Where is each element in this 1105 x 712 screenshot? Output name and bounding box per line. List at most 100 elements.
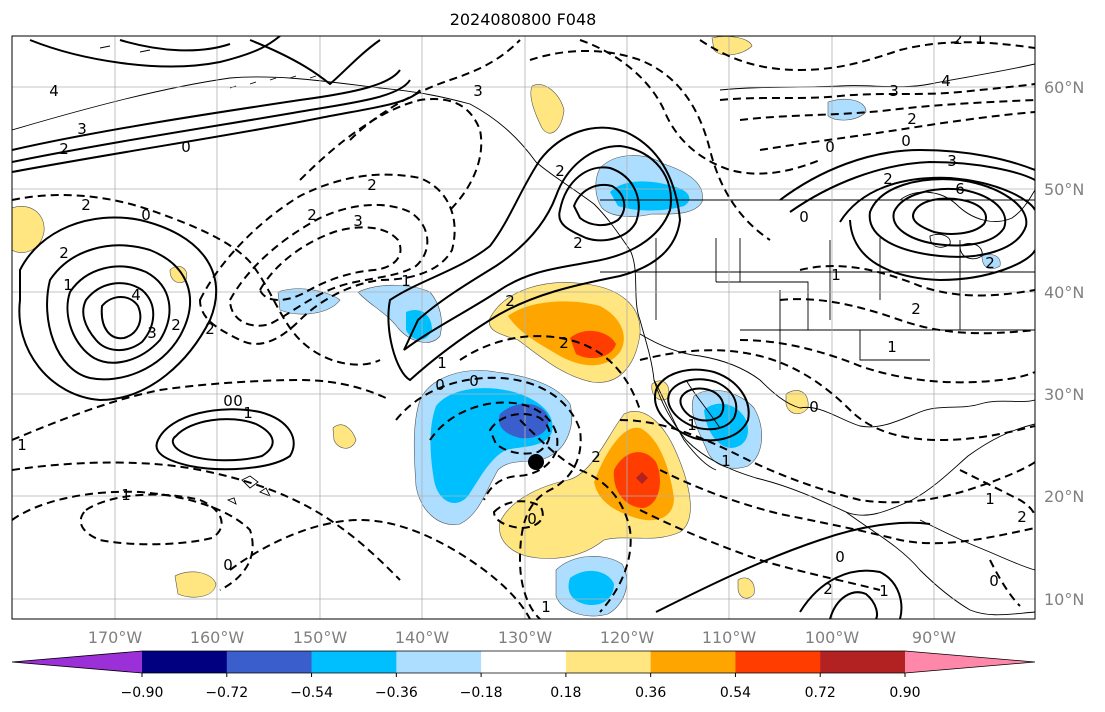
positive-anomaly-strong [613,452,660,508]
contour-line [719,83,1035,101]
contour-line [659,469,1035,545]
contour-line [739,99,1035,121]
map-area: 4 3 2 0 2 2 1 4 3 2 0 0 1 1 0 2 3 2 1 0 … [12,36,1035,619]
negative-anomaly-strong [498,403,549,439]
negative-contours [12,39,1035,619]
colorbar-extend-max [905,651,1035,673]
colorbar-tick-label: −0.90 [121,685,164,701]
positive-anomaly-light [174,571,217,598]
positive-anomaly-light [332,424,357,449]
contour-label-layer: 4 3 2 0 2 2 1 4 3 2 0 0 1 1 0 2 3 2 1 0 … [17,36,1027,616]
contour-line [171,418,274,462]
contour-label: 4 [941,72,951,90]
contour-label: 2 [307,206,317,224]
contour-label: 2 [171,316,181,334]
colorbar-tick-label: 0.36 [635,685,666,701]
longitude-label: 110°W [702,628,757,647]
state-border [600,238,1035,330]
contour-label: 1 [687,416,697,434]
contour-line [12,194,381,366]
contour-label: 2 [559,334,569,352]
contour-label: 2 [985,254,995,272]
colorbar-extend-min [12,651,142,673]
contour-line [349,39,521,141]
colorbar-tick-label: −0.36 [375,685,418,701]
longitude-label: 150°W [293,628,348,647]
contour-label: 0 [223,556,233,574]
baja-coast [653,379,721,471]
latitude-label: 40°N [1044,283,1084,302]
contour-line [639,349,1035,442]
contour-line [849,219,1035,282]
contour-label: 1 [63,276,73,294]
colorbar-tick-label: 0.72 [805,685,836,701]
colorbar-segment [481,651,567,673]
contour-line [789,160,1035,213]
state-border [740,290,1035,370]
contour-label: 0 [181,138,191,156]
contour-label: 1 [541,598,551,616]
longitude-label: 120°W [600,628,655,647]
contour-label: 2 [59,140,69,158]
contour-label: 6 [955,180,965,198]
negative-anomaly-region [568,570,614,606]
contour-line [119,39,231,52]
contour-label: 0 [233,392,243,410]
contour-line [619,419,1035,504]
contour-line [779,298,1035,335]
contour-label: 4 [49,82,59,100]
contour-line [12,79,411,163]
contour-line [46,244,191,381]
contour-label: 0 [469,372,479,390]
contour-line [739,339,1035,384]
contour-line [829,591,878,619]
contour-line [395,376,582,619]
colorbar-tick-label: −0.18 [460,685,503,701]
contour-label: 2 [367,176,377,194]
contour-label: 3 [353,212,363,230]
contour-label: 1 [121,486,131,504]
colorbar-segment [565,651,652,673]
contour-label: 3 [147,324,157,342]
longitude-label: 160°W [190,628,245,647]
anomaly-max-dot [636,472,648,484]
contour-line [655,521,931,613]
positive-contours [12,36,1035,619]
contour-label: 4 [131,286,141,304]
contour-label: 0 [141,206,151,224]
contour-line [299,98,483,211]
contour-line [912,197,987,235]
longitude-label: 90°W [912,628,956,647]
colorbar-segment [226,651,313,673]
latitude-axis: 60°N 50°N 40°N 30°N 20°N 10°N [1044,78,1084,609]
map-frame [11,35,1036,620]
contour-label: 0 [527,510,537,528]
contour-line [492,500,544,530]
colorbar-tick-label: −0.72 [205,685,248,701]
contour-line [155,408,295,471]
contour-line [799,265,1035,297]
latitude-label: 60°N [1044,78,1084,97]
contour-line [519,419,632,613]
map-title: 2024080800 F048 [450,10,597,29]
contour-line [558,166,640,242]
central-america-coast [845,511,1035,616]
contour-line [639,509,881,591]
contour-label: 2 [81,196,91,214]
contour-line [387,126,682,382]
contour-label: 0 [435,376,445,394]
contour-label: 3 [77,120,87,138]
colorbar-segment [650,651,736,673]
contour-label: 1 [17,436,27,454]
contour-label: 2 [823,580,833,598]
contour-label: 2 [573,234,583,252]
latitude-label: 50°N [1044,180,1084,199]
contour-label: 0 [835,548,845,566]
positive-anomaly-light [737,577,755,599]
gulf-coast [799,399,1035,428]
contour-label: 2 [591,448,601,466]
shading-layer [12,36,1001,617]
colorbar-segment [311,651,397,673]
contour-label: 2 [205,320,215,338]
positive-anomaly-light [12,206,45,253]
